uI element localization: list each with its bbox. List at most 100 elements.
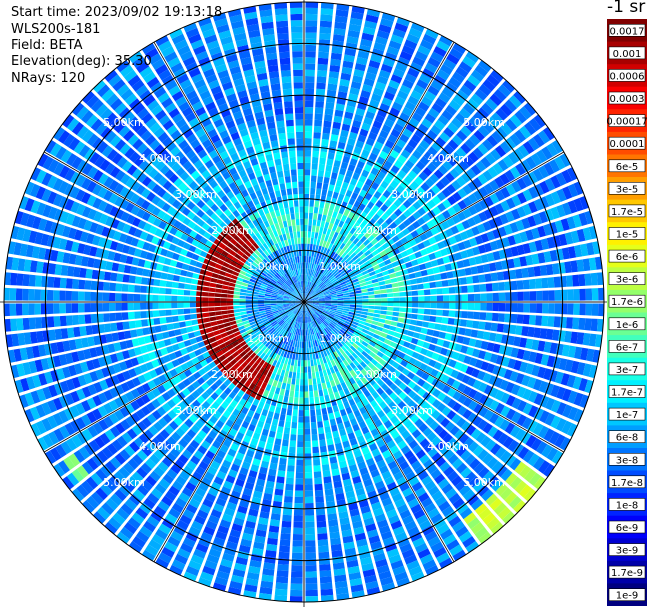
ppi-cell [367, 187, 376, 196]
ppi-cell [405, 233, 414, 242]
ppi-cell [192, 325, 200, 331]
ppi-cell [404, 159, 415, 170]
ppi-cell [449, 47, 463, 60]
ppi-cell [482, 170, 493, 182]
ppi-cell [494, 389, 505, 401]
ppi-cell [381, 328, 389, 334]
ppi-cell [306, 341, 309, 348]
ppi-cell [28, 289, 35, 301]
ppi-cell [321, 407, 328, 415]
ppi-cell [486, 475, 499, 488]
ppi-cell [476, 330, 485, 339]
ppi-cell [390, 34, 404, 45]
ppi-cell [343, 308, 350, 312]
ppi-cell [322, 413, 329, 421]
ppi-cell [423, 308, 431, 315]
ppi-cell [454, 361, 463, 371]
ppi-cell [307, 262, 310, 269]
ppi-cell [372, 120, 383, 130]
ppi-cell [341, 314, 348, 319]
ppi-cell [417, 290, 425, 296]
ppi-cell [397, 154, 407, 164]
ppi-cell [444, 333, 453, 341]
ppi-cell [292, 546, 303, 553]
ppi-cell [349, 294, 356, 297]
ppi-cell [464, 121, 477, 133]
ppi-cell [578, 274, 586, 287]
ppi-cell [334, 21, 347, 30]
ppi-cell [296, 465, 304, 473]
ppi-cell [522, 388, 532, 401]
ppi-cell [313, 471, 322, 479]
ppi-cell [531, 227, 540, 240]
ppi-cell [363, 358, 371, 365]
ppi-cell [380, 203, 389, 212]
ppi-cell [319, 20, 332, 28]
ppi-cell [445, 172, 455, 183]
ppi-cell [350, 323, 358, 329]
ppi-cell [513, 233, 522, 244]
ppi-cell [538, 460, 550, 474]
ppi-cell [134, 276, 142, 284]
ppi-cell [319, 26, 332, 34]
ppi-cell [447, 139, 459, 151]
ppi-cell [435, 136, 447, 148]
ppi-cell [451, 151, 462, 163]
ppi-cell [489, 498, 503, 511]
ppi-cell [316, 258, 321, 265]
ppi-cell [381, 242, 390, 250]
ppi-cell [370, 274, 378, 280]
ppi-cell [472, 111, 485, 124]
ppi-cell [559, 275, 567, 288]
ppi-cell [430, 468, 442, 480]
ppi-cell [90, 313, 98, 324]
ppi-cell [331, 127, 340, 136]
ppi-cell [331, 424, 338, 432]
ppi-cell [514, 110, 527, 124]
ppi-cell [357, 50, 370, 60]
ppi-cell [543, 368, 552, 381]
ppi-cell [588, 333, 597, 347]
ppi-cell [549, 249, 558, 262]
ppi-cell [362, 295, 369, 299]
ppi-cell [353, 315, 361, 320]
ppi-cell [361, 246, 369, 254]
ppi-cell [427, 507, 440, 519]
ppi-cell [294, 496, 303, 504]
ppi-cell [573, 181, 584, 196]
ppi-cell [567, 200, 578, 214]
ppi-cell [393, 144, 403, 154]
ppi-cell [379, 129, 389, 139]
ppi-cell [312, 284, 317, 290]
ppi-cell [152, 286, 160, 294]
ppi-cell [334, 284, 341, 289]
ppi-cell [372, 213, 380, 222]
ppi-cell [408, 27, 423, 39]
ppi-cell [323, 278, 329, 284]
ppi-cell [428, 343, 437, 352]
ppi-cell [374, 290, 381, 295]
ppi-cell [331, 302, 338, 304]
ppi-cell [71, 291, 79, 301]
ppi-cell [337, 296, 344, 299]
ppi-cell [308, 289, 313, 295]
ppi-cell [205, 271, 213, 277]
ppi-cell [452, 549, 467, 562]
ppi-cell [323, 308, 330, 312]
ppi-cell [548, 431, 560, 445]
ppi-cell [115, 312, 123, 321]
ppi-cell [384, 396, 393, 405]
ppi-cell [306, 249, 310, 257]
ppi-cell [517, 291, 524, 301]
ppi-cell [239, 295, 246, 299]
ppi-cell [460, 449, 472, 461]
ppi-cell [315, 188, 322, 196]
ppi-cell [324, 426, 331, 434]
ppi-cell [461, 374, 471, 384]
ppi-cell [501, 237, 510, 248]
ppi-cell [327, 209, 334, 217]
ppi-cell [316, 279, 322, 286]
ppi-cell [561, 202, 572, 216]
ppi-cell [300, 366, 304, 373]
ppi-cell [469, 458, 481, 470]
